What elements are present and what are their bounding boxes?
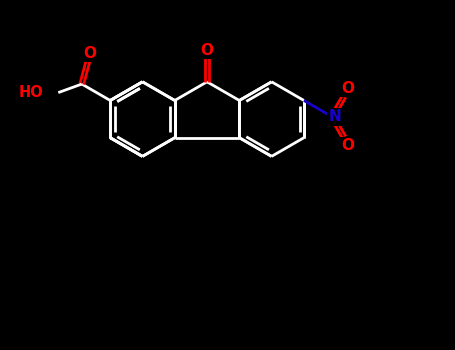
Text: O: O — [84, 46, 97, 61]
Text: O: O — [341, 138, 354, 153]
Text: O: O — [201, 43, 213, 58]
Text: HO: HO — [19, 85, 44, 100]
Text: N: N — [328, 109, 341, 124]
Text: O: O — [341, 81, 354, 96]
